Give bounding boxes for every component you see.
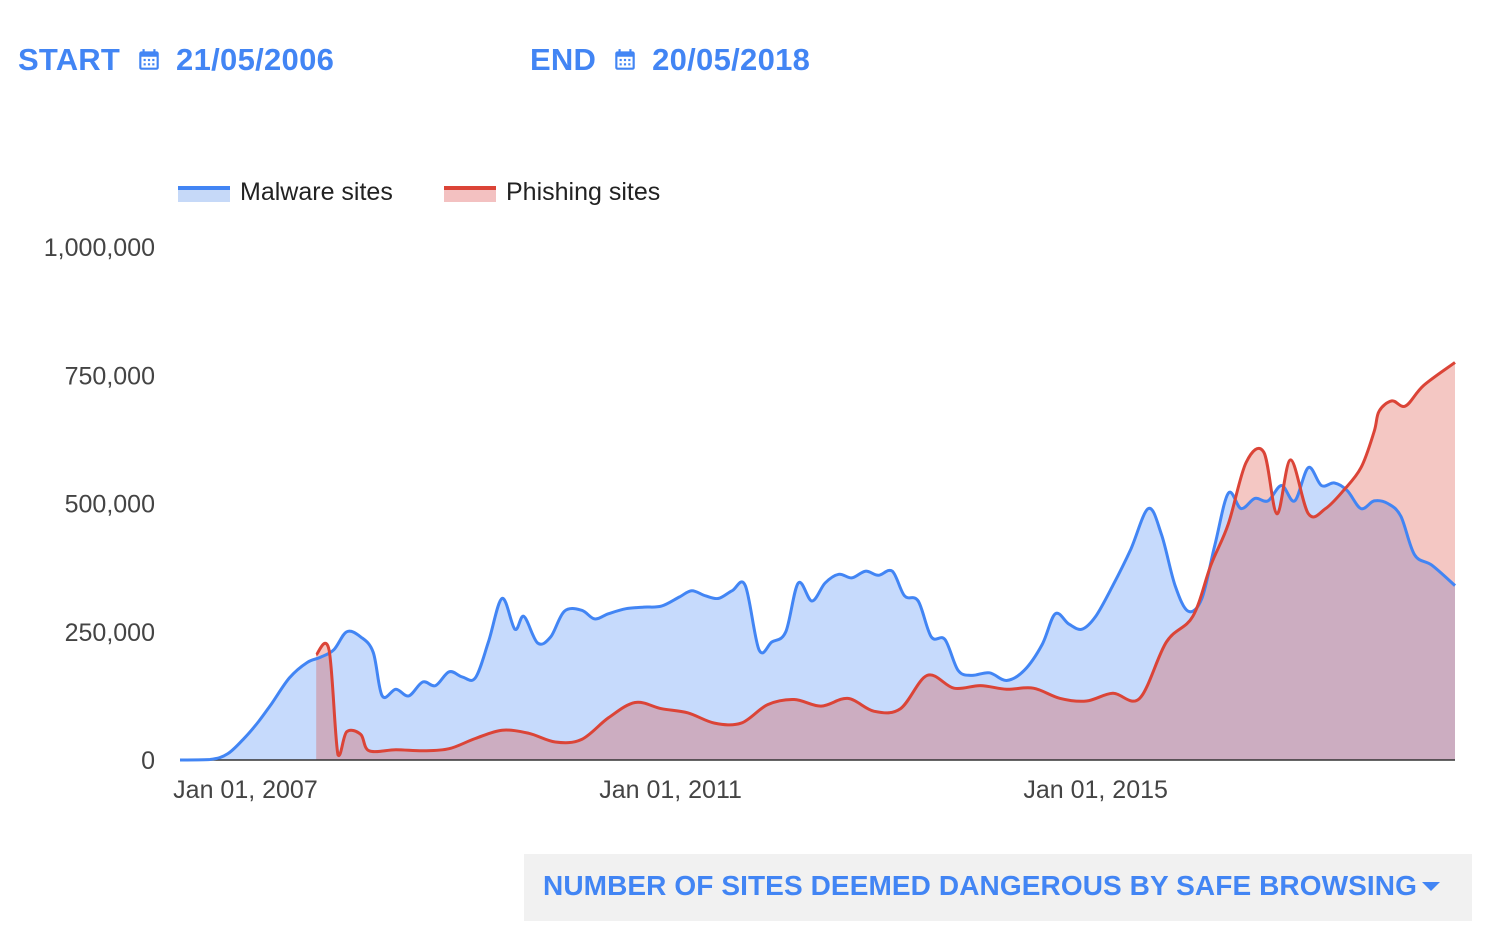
metric-dropdown-label: NUMBER OF SITES DEEMED DANGEROUS BY SAFE… [543,870,1418,901]
legend-item-phishing[interactable]: Phishing sites [444,172,660,212]
legend-item-malware[interactable]: Malware sites [178,172,393,212]
start-date-value: 21/05/2006 [176,42,335,77]
chevron-down-icon [1422,882,1440,891]
x-tick-label: Jan 01, 2011 [599,776,742,804]
legend-label-malware: Malware sites [240,177,393,206]
series-line-malware[interactable] [179,466,1456,762]
x-tick-label: Jan 01, 2015 [1023,776,1168,804]
chart-legend: Malware sites Phishing sites [178,172,778,212]
end-date-label: END [530,42,597,77]
legend-swatch-malware [178,186,230,202]
y-tick-label: 750,000 [65,362,155,390]
calendar-icon [615,49,635,70]
calendar-icon [139,49,159,70]
x-tick-label: Jan 01, 2007 [173,776,318,804]
start-date-label: START [18,42,121,77]
date-range: START 21/05/2006 END 20/05/2018 [18,38,918,82]
y-tick-label: 500,000 [65,491,155,519]
end-date-picker[interactable]: END 20/05/2018 [530,38,810,82]
x-axis: Jan 01, 2007 Jan 01, 2011 Jan 01, 2015 [173,776,1168,804]
series-lines [179,361,1456,762]
legend-label-phishing: Phishing sites [506,177,661,206]
series-area-malware [180,467,1455,760]
y-tick-label: 0 [141,747,155,775]
y-tick-label: 1,000,000 [44,234,155,262]
end-date-value: 20/05/2018 [652,42,811,77]
start-date-picker[interactable]: START 21/05/2006 [18,38,334,82]
metric-dropdown[interactable]: NUMBER OF SITES DEEMED DANGEROUS BY SAFE… [524,854,1472,921]
y-axis: 0 250,000 500,000 750,000 1,000,000 [44,234,155,775]
legend-swatch-phishing [444,186,496,202]
y-tick-label: 250,000 [65,619,155,647]
series-area-phishing [316,362,1456,760]
series-line-phishing[interactable] [315,361,1456,758]
series-fills [180,362,1456,760]
area-chart: 0 250,000 500,000 750,000 1,000,000 Jan 01, … [44,234,1456,804]
